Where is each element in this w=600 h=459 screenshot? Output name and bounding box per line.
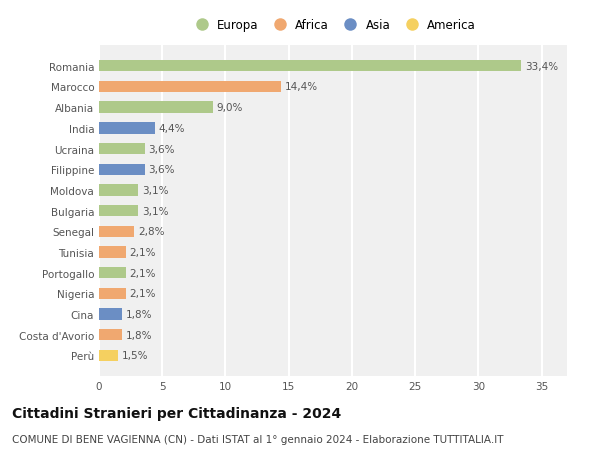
Text: 2,1%: 2,1% — [130, 268, 156, 278]
Bar — [99, 123, 155, 134]
Text: 1,5%: 1,5% — [122, 351, 148, 361]
Bar — [99, 247, 125, 258]
Bar — [99, 309, 122, 320]
Text: 9,0%: 9,0% — [217, 103, 243, 113]
Bar — [99, 268, 125, 279]
Text: 1,8%: 1,8% — [125, 309, 152, 319]
Text: 1,8%: 1,8% — [125, 330, 152, 340]
Text: 2,8%: 2,8% — [138, 227, 165, 237]
Text: Cittadini Stranieri per Cittadinanza - 2024: Cittadini Stranieri per Cittadinanza - 2… — [12, 406, 341, 420]
Bar — [99, 61, 521, 72]
Bar — [99, 185, 138, 196]
Text: 3,1%: 3,1% — [142, 185, 169, 196]
Bar — [99, 164, 145, 175]
Bar — [99, 102, 213, 113]
Bar — [99, 288, 125, 299]
Legend: Europa, Africa, Asia, America: Europa, Africa, Asia, America — [185, 14, 481, 37]
Bar — [99, 350, 118, 361]
Text: 14,4%: 14,4% — [285, 82, 318, 92]
Text: 3,1%: 3,1% — [142, 206, 169, 216]
Text: 33,4%: 33,4% — [525, 62, 559, 72]
Text: 3,6%: 3,6% — [148, 144, 175, 154]
Bar — [99, 144, 145, 155]
Bar — [99, 206, 138, 217]
Bar — [99, 330, 122, 341]
Bar — [99, 226, 134, 237]
Text: COMUNE DI BENE VAGIENNA (CN) - Dati ISTAT al 1° gennaio 2024 - Elaborazione TUTT: COMUNE DI BENE VAGIENNA (CN) - Dati ISTA… — [12, 434, 503, 444]
Text: 2,1%: 2,1% — [130, 247, 156, 257]
Text: 3,6%: 3,6% — [148, 165, 175, 175]
Bar — [99, 82, 281, 93]
Text: 4,4%: 4,4% — [158, 123, 185, 134]
Text: 2,1%: 2,1% — [130, 289, 156, 299]
